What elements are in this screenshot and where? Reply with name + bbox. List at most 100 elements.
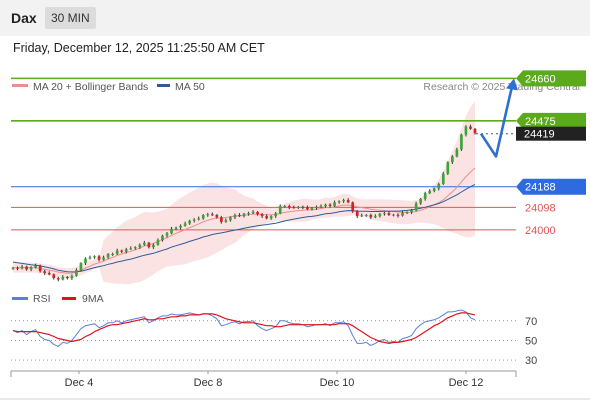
symbol-name: Dax <box>11 10 37 26</box>
candle <box>423 191 427 201</box>
pivot-label-24188: 24188 <box>525 182 556 194</box>
candle <box>97 254 101 262</box>
candle <box>34 263 37 269</box>
candle <box>115 248 119 255</box>
legend-9ma-swatch <box>62 297 76 300</box>
candle <box>238 213 241 218</box>
candle <box>106 253 110 259</box>
candle <box>129 246 133 251</box>
toolbar: Dax 30 MIN <box>0 0 590 36</box>
support-label-24098: 24098 <box>525 202 556 214</box>
candle <box>61 275 65 281</box>
candle <box>333 200 336 207</box>
candle <box>75 268 78 277</box>
candle <box>278 204 282 215</box>
legend-9ma-label: 9MA <box>82 293 104 305</box>
candle <box>251 210 255 215</box>
candle <box>38 264 42 273</box>
candle <box>360 213 364 218</box>
candle <box>401 210 404 217</box>
x-tick-label: Dec 4 <box>65 377 94 389</box>
candle <box>473 127 477 135</box>
forecast-arrow-line <box>479 86 514 158</box>
candle <box>297 206 300 210</box>
candle <box>260 212 264 218</box>
candle <box>437 182 441 191</box>
candle <box>84 257 87 266</box>
legend-ma50-label: MA 50 <box>175 81 205 93</box>
candle <box>337 200 341 204</box>
candle <box>405 211 409 215</box>
candle <box>52 273 56 280</box>
candle <box>20 264 24 270</box>
candle <box>374 214 377 219</box>
candle <box>79 262 83 272</box>
candle <box>174 226 178 231</box>
candle <box>43 269 47 275</box>
candle <box>432 187 436 193</box>
forecast-arrow-head <box>506 78 518 91</box>
candle <box>392 213 395 217</box>
candle <box>233 213 237 220</box>
legend-rsi-swatch <box>12 297 28 300</box>
candle <box>147 241 151 249</box>
candle <box>414 201 418 212</box>
candle <box>428 189 432 195</box>
legend-ma20-swatch <box>12 84 28 87</box>
candle <box>364 214 368 217</box>
legend-ma50-swatch <box>157 84 170 87</box>
resistance-label-24660: 24660 <box>525 73 556 85</box>
candle <box>179 224 182 230</box>
resistance-label-24475: 24475 <box>525 116 556 128</box>
candle <box>161 234 164 242</box>
candle <box>220 215 223 224</box>
candle <box>324 203 327 208</box>
rsi-level-label-50: 50 <box>525 335 537 347</box>
candle <box>455 147 459 158</box>
candle <box>29 266 33 272</box>
candle <box>464 125 468 137</box>
candle <box>355 210 359 218</box>
candle <box>93 255 96 259</box>
candle <box>387 211 391 216</box>
x-tick-label: Dec 8 <box>194 377 223 389</box>
candle <box>369 213 373 220</box>
candle <box>269 215 273 220</box>
rsi-level-label-70: 70 <box>525 316 537 328</box>
candle <box>66 276 69 280</box>
resistance-tag-24475 <box>516 112 586 129</box>
x-tick-label: Dec 12 <box>449 377 484 389</box>
candle <box>16 266 19 271</box>
candle <box>183 221 187 227</box>
candle <box>274 211 278 218</box>
timeframe-button[interactable]: 30 MIN <box>45 7 96 29</box>
candle <box>210 212 214 216</box>
candle <box>328 203 332 208</box>
candle <box>138 243 142 249</box>
candle <box>11 266 15 270</box>
candle <box>265 214 268 220</box>
x-tick-label: Dec 10 <box>320 377 355 389</box>
candle <box>287 204 291 210</box>
candle <box>102 255 105 261</box>
candle <box>229 216 232 222</box>
candle <box>383 211 386 216</box>
last-price-label: 24419 <box>524 129 555 141</box>
candle <box>152 243 155 249</box>
candle <box>143 240 146 246</box>
candle <box>124 247 128 254</box>
candle <box>111 252 114 256</box>
candle <box>351 201 355 213</box>
rsi-ma9-line <box>12 312 476 345</box>
bottom-divider <box>0 398 590 400</box>
candle <box>25 265 28 271</box>
candle <box>451 155 454 165</box>
candle <box>292 205 296 209</box>
candle <box>201 214 205 220</box>
candle <box>446 161 450 176</box>
support-label-24000: 24000 <box>525 225 556 237</box>
candle <box>197 216 201 221</box>
candle <box>256 211 259 216</box>
candle <box>410 209 413 215</box>
